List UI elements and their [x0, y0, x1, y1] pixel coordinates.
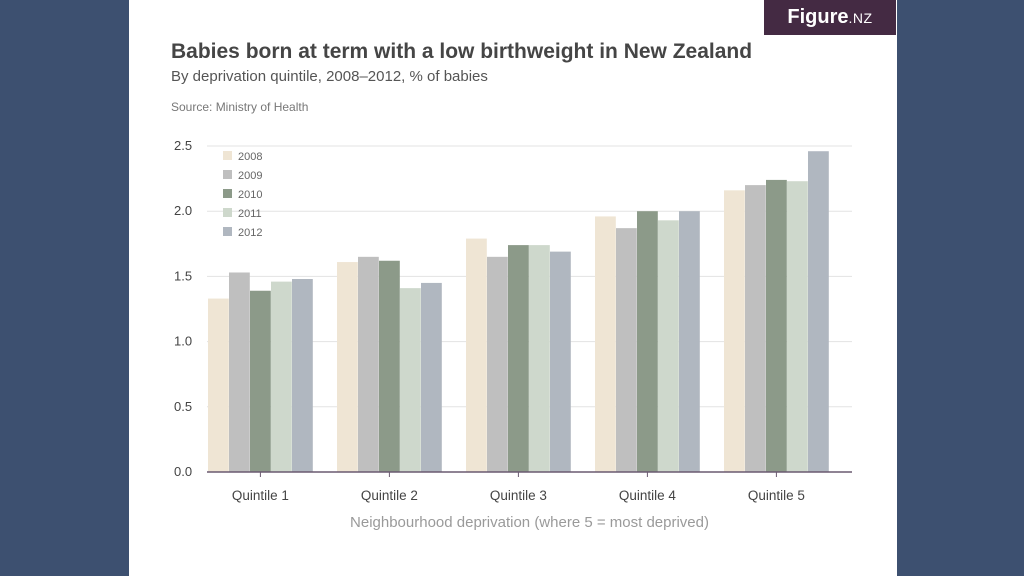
bar-2011-quintile-2[interactable] [400, 288, 421, 472]
y-tick-label: 1.5 [174, 268, 192, 283]
bar-2011-quintile-5[interactable] [787, 181, 808, 472]
brand-name: Figure [787, 6, 849, 28]
bar-2009-quintile-1[interactable] [229, 272, 250, 472]
bar-2010-quintile-5[interactable] [766, 179, 787, 473]
bar-2008-quintile-1[interactable] [208, 298, 229, 472]
bar-2009-quintile-3[interactable] [487, 256, 508, 472]
figure-nz-logo[interactable]: Figure.NZ [764, 0, 896, 35]
bar-2008-quintile-2[interactable] [337, 262, 358, 472]
y-tick-label: 0.5 [174, 399, 192, 414]
bar-2012-quintile-2[interactable] [421, 282, 442, 472]
bars-group [208, 151, 829, 473]
bar-2012-quintile-1[interactable] [292, 279, 313, 472]
bar-2009-quintile-5[interactable] [745, 185, 766, 472]
legend-label-2008: 2008 [238, 151, 262, 163]
legend-label-2012: 2012 [238, 227, 262, 239]
legend-swatch-2008 [223, 151, 232, 160]
brand-suffix: .NZ [848, 10, 873, 26]
bar-2012-quintile-5[interactable] [808, 151, 829, 472]
x-tick-label: Quintile 3 [490, 488, 547, 503]
legend-label-2010: 2010 [238, 189, 262, 201]
x-tick-label: Quintile 4 [619, 488, 677, 503]
chart-subtitle: By deprivation quintile, 2008–2012, % of… [171, 68, 488, 85]
y-tick-label: 0.0 [174, 464, 192, 479]
y-tick-label: 1.0 [174, 334, 192, 349]
bar-2009-quintile-2[interactable] [358, 256, 379, 472]
y-tick-label: 2.5 [174, 138, 192, 153]
bar-2011-quintile-4[interactable] [658, 220, 679, 472]
legend-swatch-2009 [223, 170, 232, 179]
bar-2012-quintile-3[interactable] [550, 251, 571, 472]
bar-2010-quintile-3[interactable] [508, 245, 529, 472]
bar-2008-quintile-5[interactable] [724, 190, 745, 472]
chart-title: Babies born at term with a low birthweig… [171, 40, 753, 63]
bar-2010-quintile-1[interactable] [250, 290, 271, 472]
x-tick-label: Quintile 5 [748, 488, 805, 503]
legend: 2008 2009 2010 2011 2012 [223, 151, 262, 239]
bar-2011-quintile-1[interactable] [271, 281, 292, 472]
legend-label-2009: 2009 [238, 170, 262, 182]
bar-2010-quintile-2[interactable] [379, 260, 400, 472]
legend-swatch-2012 [223, 227, 232, 236]
x-tick-label: Quintile 1 [232, 488, 289, 503]
legend-label-2011: 2011 [238, 208, 262, 220]
bar-2008-quintile-4[interactable] [595, 216, 616, 472]
y-axis: 0.0 0.5 1.0 1.5 2.0 2.5 [174, 138, 192, 479]
legend-swatch-2011 [223, 208, 232, 217]
bar-2011-quintile-3[interactable] [529, 245, 550, 472]
bar-2010-quintile-4[interactable] [637, 211, 658, 472]
x-axis: Quintile 1 Quintile 2 Quintile 3 Quintile 4… [207, 471, 852, 503]
chart-source: Source: Ministry of Health [171, 100, 309, 114]
bar-2009-quintile-4[interactable] [616, 228, 637, 472]
bar-2008-quintile-3[interactable] [466, 238, 487, 472]
bar-2012-quintile-4[interactable] [679, 211, 700, 472]
legend-swatch-2010 [223, 189, 232, 198]
y-tick-label: 2.0 [174, 203, 192, 218]
x-axis-label: Neighbourhood deprivation (where 5 = mos… [350, 514, 709, 531]
x-tick-label: Quintile 2 [361, 488, 418, 503]
